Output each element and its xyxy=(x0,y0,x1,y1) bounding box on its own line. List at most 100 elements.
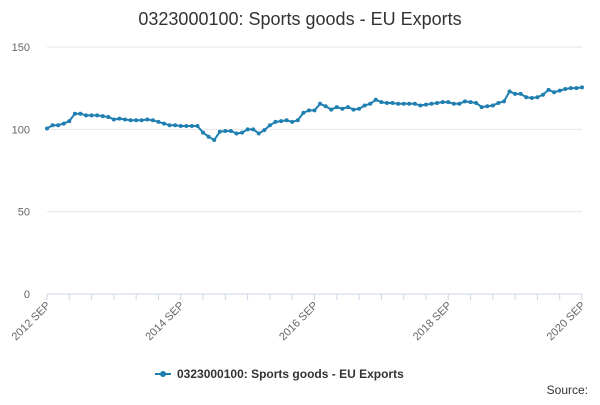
data-point xyxy=(128,118,133,123)
data-point xyxy=(568,86,573,91)
data-point xyxy=(173,123,178,128)
data-point xyxy=(195,124,200,129)
x-tick-label: 2020 SEP xyxy=(545,300,589,344)
data-point xyxy=(412,101,417,106)
data-point xyxy=(318,101,323,106)
x-tick-label: 2014 SEP xyxy=(143,300,187,344)
data-point xyxy=(290,119,295,124)
data-point xyxy=(345,105,350,110)
data-point xyxy=(284,118,289,123)
data-point xyxy=(162,121,167,126)
data-point xyxy=(145,117,150,122)
data-point xyxy=(563,86,568,91)
data-point xyxy=(362,103,367,108)
data-point xyxy=(418,103,423,108)
data-point xyxy=(334,105,339,110)
data-point xyxy=(123,117,128,122)
data-point xyxy=(552,90,557,95)
data-point xyxy=(256,131,261,136)
x-tick-label: 2016 SEP xyxy=(277,300,321,344)
data-point xyxy=(524,95,529,100)
y-tick-label: 150 xyxy=(12,42,30,54)
y-axis-ticks: 0 50 100 150 xyxy=(12,42,30,301)
data-point xyxy=(56,123,61,128)
data-point xyxy=(384,100,389,105)
data-point xyxy=(234,131,239,136)
data-point xyxy=(451,101,456,106)
y-tick-label: 50 xyxy=(18,207,30,219)
data-point xyxy=(89,113,94,118)
series-line xyxy=(46,86,583,142)
data-point xyxy=(228,128,233,133)
data-point xyxy=(440,100,445,105)
data-point xyxy=(106,114,111,119)
data-point xyxy=(396,101,401,106)
data-point xyxy=(184,124,189,129)
data-point xyxy=(390,100,395,105)
data-point xyxy=(111,117,116,122)
legend[interactable]: 0323000100: Sports goods - EU Exports xyxy=(155,367,404,381)
data-point xyxy=(262,128,267,133)
data-point xyxy=(150,118,155,123)
data-point xyxy=(462,99,467,104)
data-point xyxy=(212,138,217,143)
data-point xyxy=(117,116,122,121)
data-point xyxy=(468,100,473,105)
data-point xyxy=(507,89,512,94)
data-point xyxy=(245,127,250,132)
data-point xyxy=(279,119,284,124)
y-tick-label: 100 xyxy=(12,124,30,136)
data-point xyxy=(546,87,551,92)
data-point xyxy=(485,104,490,109)
x-axis: 2012 SEP 2014 SEP 2016 SEP 2018 SEP 2020 SEP xyxy=(10,293,589,344)
data-point xyxy=(401,101,406,106)
data-point xyxy=(435,100,440,105)
data-point xyxy=(513,91,518,96)
data-point xyxy=(379,100,384,105)
chart-title: 0323000100: Sports goods - EU Exports xyxy=(138,9,461,29)
data-point xyxy=(100,114,105,119)
data-point xyxy=(178,124,183,129)
data-point xyxy=(217,129,222,134)
data-point xyxy=(61,121,66,126)
data-point xyxy=(323,104,328,109)
x-tick-label: 2012 SEP xyxy=(10,300,54,344)
data-point xyxy=(167,123,172,128)
gridlines xyxy=(47,46,582,213)
data-point xyxy=(529,96,534,101)
data-point xyxy=(373,97,378,102)
data-point xyxy=(306,108,311,113)
data-point xyxy=(457,101,462,106)
data-point xyxy=(574,86,579,91)
y-tick-label: 0 xyxy=(24,289,30,301)
data-point xyxy=(45,126,49,131)
x-tick-label: 2018 SEP xyxy=(411,300,455,344)
data-point xyxy=(479,105,484,110)
data-point xyxy=(67,119,72,124)
data-point xyxy=(368,101,373,106)
data-point xyxy=(407,101,412,106)
data-point xyxy=(206,134,211,139)
data-point xyxy=(446,100,451,105)
data-point xyxy=(312,108,317,113)
data-point xyxy=(223,128,228,133)
data-point xyxy=(580,85,584,90)
data-point xyxy=(423,102,428,107)
data-point xyxy=(496,100,501,105)
data-point xyxy=(429,101,434,106)
data-point xyxy=(78,111,83,116)
data-point xyxy=(251,127,256,132)
series-layer xyxy=(45,85,584,143)
data-point xyxy=(72,111,77,116)
data-point xyxy=(95,113,100,118)
data-point xyxy=(501,99,506,104)
data-point xyxy=(518,91,523,96)
data-point xyxy=(84,113,89,118)
data-point xyxy=(50,123,55,128)
data-point xyxy=(557,88,562,93)
data-point xyxy=(139,118,144,123)
data-point xyxy=(535,95,540,100)
data-point xyxy=(201,130,206,135)
data-point xyxy=(540,92,545,97)
